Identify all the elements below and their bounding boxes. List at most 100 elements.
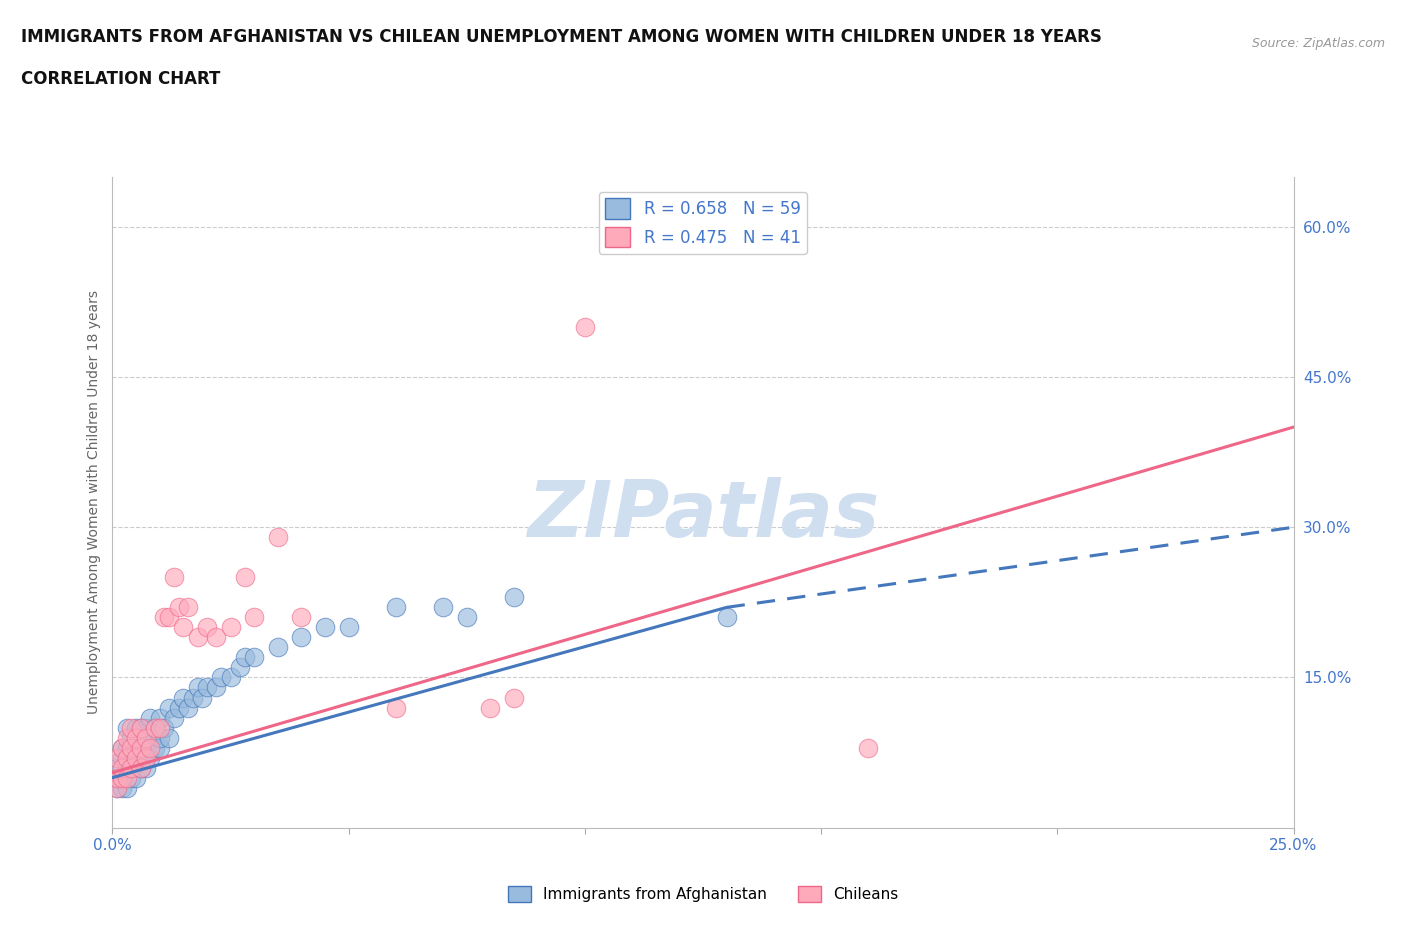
Point [139,751,162,765]
Point [135,720,157,735]
Point [120,740,142,755]
Point [129,760,152,775]
Point [111,740,134,755]
Point [205,630,228,644]
Point [233,650,256,665]
Text: Source: ZipAtlas.com: Source: ZipAtlas.com [1251,37,1385,50]
Point [167,600,190,615]
Point [143,720,166,735]
Point [503,590,526,604]
Point [115,751,138,765]
Point [105,780,128,795]
Point [163,711,186,725]
Point [149,720,172,735]
Point [115,720,138,735]
Point [135,751,157,765]
Text: ZIPatlas: ZIPatlas [527,477,879,553]
Point [172,620,194,635]
Point [129,740,152,755]
Point [105,760,128,775]
Point [456,610,478,625]
Point [115,740,138,755]
Point [157,730,180,745]
Point [432,600,454,615]
Point [153,720,176,735]
Point [157,700,180,715]
Point [149,730,172,745]
Point [120,730,142,745]
Point [191,690,214,705]
Point [115,770,138,785]
Point [337,620,360,635]
Point [120,720,142,735]
Point [157,610,180,625]
Point [229,660,252,675]
Point [105,770,128,785]
Text: IMMIGRANTS FROM AFGHANISTAN VS CHILEAN UNEMPLOYMENT AMONG WOMEN WITH CHILDREN UN: IMMIGRANTS FROM AFGHANISTAN VS CHILEAN U… [21,28,1102,46]
Point [105,770,128,785]
Legend: Immigrants from Afghanistan, Chileans: Immigrants from Afghanistan, Chileans [502,880,904,909]
Point [205,680,228,695]
Point [181,690,204,705]
Point [125,751,148,765]
Point [314,620,336,635]
Point [111,760,134,775]
Point [479,700,502,715]
Point [125,720,148,735]
Point [115,760,138,775]
Point [139,730,162,745]
Point [111,770,134,785]
Point [120,751,142,765]
Point [129,740,152,755]
Point [149,711,172,725]
Point [177,700,200,715]
Point [219,620,242,635]
Point [105,751,128,765]
Point [385,600,408,615]
Point [139,711,162,725]
Point [125,730,148,745]
Point [290,610,312,625]
Point [129,760,152,775]
Point [129,720,152,735]
Point [195,620,218,635]
Point [111,770,134,785]
Legend: R = 0.658   N = 59, R = 0.475   N = 41: R = 0.658 N = 59, R = 0.475 N = 41 [599,192,807,254]
Point [135,730,157,745]
Point [267,530,290,545]
Point [143,720,166,735]
Point [129,720,152,735]
Point [139,740,162,755]
Point [385,700,408,715]
Point [503,690,526,705]
Point [243,610,266,625]
Point [172,690,194,705]
Point [153,610,176,625]
Point [115,751,138,765]
Point [105,780,128,795]
Point [111,780,134,795]
Point [111,740,134,755]
Point [177,600,200,615]
Point [115,780,138,795]
Point [125,770,148,785]
Point [135,760,157,775]
Point [125,751,148,765]
Point [167,700,190,715]
Point [209,670,232,684]
Point [186,630,208,644]
Point [163,570,186,585]
Text: CORRELATION CHART: CORRELATION CHART [21,70,221,87]
Point [574,320,596,335]
Point [125,740,148,755]
Point [120,770,142,785]
Point [135,740,157,755]
Point [290,630,312,644]
Point [115,730,138,745]
Point [186,680,208,695]
Point [716,610,738,625]
Point [111,751,134,765]
Point [233,570,256,585]
Point [858,740,880,755]
Point [219,670,242,684]
